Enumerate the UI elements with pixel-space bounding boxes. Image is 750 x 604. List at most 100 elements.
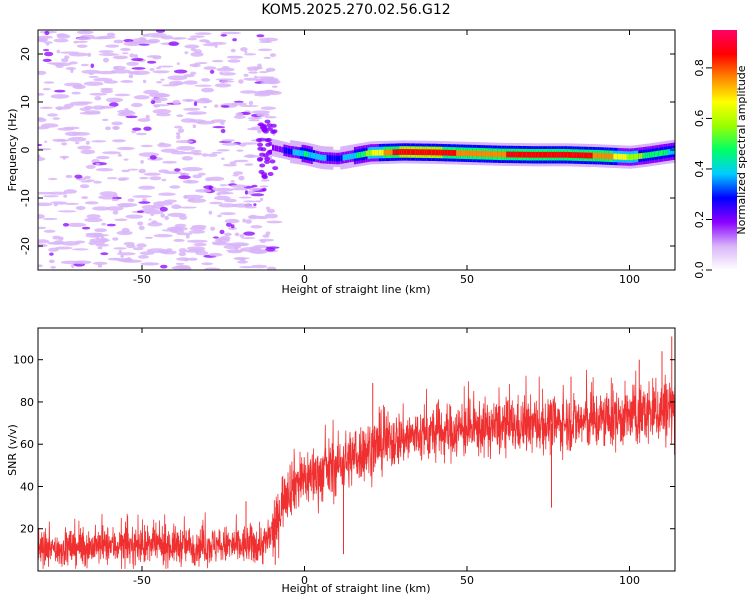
- signal-cell: [460, 150, 464, 157]
- noise-speck: [132, 247, 144, 251]
- noise-speck: [105, 97, 124, 103]
- signal-cell: [476, 150, 480, 157]
- noise-speck: [251, 184, 258, 188]
- noise-speck: [93, 180, 102, 184]
- x-tick-label: -50: [133, 273, 151, 286]
- noise-speck: [120, 47, 131, 52]
- noise-speck: [60, 260, 81, 265]
- signal-cell: [312, 153, 316, 159]
- noise-speck: [73, 40, 79, 44]
- signal-cell: [638, 153, 641, 160]
- signal-cell: [649, 151, 653, 158]
- noise-speck: [117, 177, 130, 181]
- noise-speck: [264, 159, 270, 164]
- noise-speck: [158, 192, 176, 196]
- noise-speck: [42, 58, 52, 63]
- noise-speck: [81, 196, 89, 200]
- noise-speck: [143, 126, 152, 131]
- noise-speck: [130, 102, 143, 108]
- noise-speck: [43, 195, 59, 198]
- noise-speck: [258, 90, 279, 94]
- y-tick-label: -20: [19, 237, 32, 255]
- noise-speck: [84, 175, 91, 180]
- noise-speck: [112, 55, 129, 60]
- noise-speck: [120, 110, 136, 116]
- noise-speck: [214, 104, 219, 108]
- noise-speck: [235, 112, 244, 117]
- noise-speck: [230, 187, 249, 191]
- noise-speck: [38, 156, 46, 162]
- noise-speck: [38, 70, 47, 75]
- noise-speck: [152, 109, 172, 114]
- noise-speck: [187, 257, 198, 261]
- noise-speck: [121, 52, 129, 55]
- signal-cell: [444, 149, 448, 156]
- signal-cell: [274, 145, 277, 152]
- noise-speck: [85, 164, 96, 169]
- signal-cell: [281, 146, 284, 153]
- noise-speck: [221, 157, 225, 160]
- signal-cell: [592, 152, 596, 159]
- noise-speck: [217, 214, 222, 218]
- noise-speck: [85, 179, 96, 182]
- signal-cell: [599, 153, 603, 159]
- noise-speck: [247, 117, 263, 120]
- noise-speck: [48, 177, 58, 181]
- noise-speck: [160, 213, 165, 218]
- signal-cell: [419, 149, 423, 156]
- noise-speck: [116, 146, 135, 151]
- signal-cell: [654, 151, 657, 157]
- noise-speck: [57, 139, 70, 142]
- noise-speck: [185, 234, 190, 239]
- signal-cell: [451, 150, 455, 156]
- noise-speck: [253, 203, 257, 207]
- noise-speck: [76, 44, 88, 48]
- noise-speck: [112, 139, 126, 143]
- noise-speck: [54, 89, 66, 93]
- noise-speck: [221, 66, 230, 70]
- noise-speck: [171, 204, 182, 209]
- noise-speck: [98, 50, 114, 54]
- colorbar-ticks: 0.0 0.2 0.4 0.6 0.8: [693, 59, 712, 279]
- noise-speck: [149, 155, 157, 160]
- noise-speck: [114, 218, 128, 222]
- noise-speck: [201, 153, 209, 157]
- noise-speck: [85, 140, 90, 145]
- signal-cell: [363, 151, 366, 157]
- noise-speck: [230, 224, 235, 229]
- noise-speck: [169, 185, 181, 189]
- noise-speck: [185, 112, 201, 115]
- signal-cell: [378, 149, 382, 156]
- noise-speck: [42, 87, 51, 91]
- signal-cell: [479, 150, 482, 157]
- noise-speck: [178, 206, 197, 209]
- signal-cell: [403, 149, 407, 155]
- noise-speck: [239, 266, 255, 269]
- noise-speck: [113, 247, 127, 250]
- signal-cell: [622, 154, 626, 160]
- noise-speck: [141, 198, 147, 203]
- noise-speck: [38, 35, 53, 39]
- noise-speck: [243, 155, 263, 158]
- noise-speck: [262, 234, 270, 238]
- noise-speck: [260, 123, 267, 128]
- x-tick-label: 100: [619, 273, 640, 286]
- noise-speck: [239, 234, 245, 238]
- snr-y-ticks: 20 40 60 80 100: [13, 354, 675, 536]
- noise-speck: [163, 171, 183, 175]
- signal-cell: [515, 151, 519, 158]
- noise-speck: [173, 69, 188, 74]
- signal-cell: [572, 152, 575, 158]
- noise-speck: [230, 184, 248, 188]
- noise-speck: [248, 100, 254, 106]
- noise-speck: [257, 48, 273, 52]
- noise-speck: [114, 93, 131, 97]
- noise-speck: [188, 230, 206, 234]
- signal-cell: [492, 151, 496, 157]
- signal-cell: [510, 151, 514, 158]
- noise-speck: [176, 146, 196, 151]
- noise-speck: [126, 61, 139, 66]
- noise-speck: [160, 35, 174, 40]
- colorbar-tick-label: 0.2: [693, 211, 706, 229]
